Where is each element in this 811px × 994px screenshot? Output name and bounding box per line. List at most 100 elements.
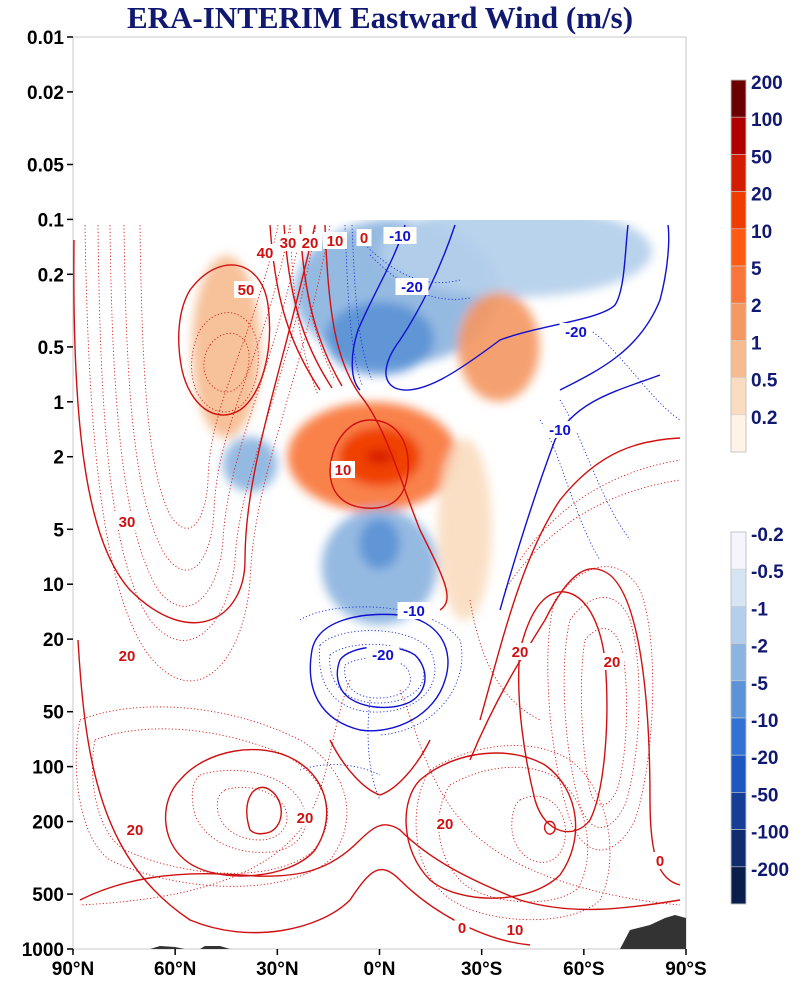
red-contour-label-text: 10	[507, 922, 524, 939]
red-dotted-contour	[216, 786, 288, 841]
x-tick-label: 0°N	[364, 959, 396, 980]
contour-label-bg	[323, 232, 347, 249]
red-contour-line	[405, 752, 577, 899]
colorbar-swatch	[730, 792, 747, 830]
y-tick-label: 0.01	[27, 28, 64, 49]
colorbar-swatch	[730, 754, 747, 793]
y-tick-label: 5	[53, 520, 64, 541]
red-contour-label: 0	[356, 229, 372, 247]
contour-label-bg	[454, 919, 470, 936]
colorbar-label: -5	[751, 674, 768, 695]
anomaly-patch	[379, 220, 652, 298]
contour-label-bg	[331, 461, 355, 478]
y-axis: 0.01 0.02 0.05 0.1 0.2 0.5 1 2 5 10 20 50 100 200 500 1…	[22, 28, 73, 961]
y-tick-label: 10	[43, 575, 64, 596]
red-contour-label-text: 0	[656, 853, 664, 870]
red-dotted-contour	[109, 224, 303, 607]
red-contour-label: 40	[253, 244, 277, 262]
contour-label-bg	[123, 821, 147, 838]
red-dotted-contour	[399, 689, 681, 906]
terrain-shape	[150, 946, 185, 949]
red-contour-label-text: 40	[257, 245, 274, 262]
colorbar-label: 5	[751, 259, 762, 280]
blue-contour-label: -10	[543, 421, 577, 439]
colorbar-label: 20	[751, 185, 772, 206]
colorbar-swatch	[730, 302, 747, 341]
colorbar-label: -0.5	[751, 562, 784, 583]
red-contour-label: 50	[234, 281, 258, 299]
red-contour-label-text: 30	[280, 235, 297, 252]
red-contour-line	[246, 786, 282, 835]
y-tick-label: 20	[43, 630, 64, 651]
colorbar-swatch	[730, 606, 747, 644]
red-contour-label: 20	[115, 647, 139, 665]
blue-contour-label-text: -20	[401, 279, 423, 296]
y-tick-label: 0.5	[38, 338, 65, 359]
red-contour-label: 0	[454, 919, 470, 937]
x-tick-label: 90°S	[665, 959, 706, 980]
red-contour-line	[518, 591, 608, 833]
blue-contour-label: -20	[395, 278, 429, 296]
blue-contour-label: -20	[366, 646, 400, 664]
blue-contour-label-text: -20	[565, 324, 587, 341]
contour-label-bg	[276, 234, 300, 251]
contour-label-bg	[652, 852, 668, 869]
terrain-shape	[200, 946, 230, 949]
contour-label-bg	[559, 323, 593, 340]
contour-label-bg	[543, 421, 577, 438]
colorbar-frame	[730, 79, 747, 453]
y-tick-label: 1	[53, 393, 64, 414]
red-dotted-contour	[203, 332, 250, 393]
blue-contour-label-text: -10	[403, 603, 425, 620]
contour-label-bg	[600, 653, 624, 670]
red-contour-line	[329, 419, 409, 509]
blue-dotted-contour	[299, 606, 463, 736]
contour-label-bg	[395, 278, 429, 295]
y-tick-label: 500	[32, 885, 64, 906]
contour-label-bg	[433, 815, 457, 832]
y-tick-label: 0.2	[38, 265, 64, 286]
contour-label-bg	[366, 646, 400, 663]
blue-contour-label-text: -20	[372, 647, 394, 664]
contour-label-bg	[253, 244, 277, 261]
anomaly-patch	[365, 449, 394, 465]
colorbar-swatch	[730, 866, 747, 905]
anomaly-patch	[457, 292, 540, 402]
red-dotted-contour	[97, 224, 317, 641]
red-dotted-contour	[191, 312, 259, 413]
colorbar-label: 2	[751, 296, 762, 317]
colorbar-label: 50	[751, 147, 772, 168]
colorbar-swatch	[730, 531, 747, 570]
contour-label-bg	[508, 643, 532, 660]
red-dotted-contour	[504, 479, 681, 591]
red-dotted-contour	[563, 597, 640, 828]
colorbar-swatch	[730, 154, 747, 192]
colorbar-label: 0.2	[751, 408, 777, 429]
y-tick-label: 50	[43, 703, 64, 724]
colorbar-label: -0.2	[751, 525, 784, 546]
colorbar-label: 1	[751, 333, 762, 354]
x-tick-label: 60°S	[563, 959, 604, 980]
red-contour-line	[329, 739, 431, 796]
terrain-shape	[620, 915, 686, 949]
red-contour-line	[73, 224, 316, 624]
red-contour-label-text: 20	[302, 235, 319, 252]
red-dotted-contour	[191, 769, 307, 853]
chart-title: ERA-INTERIM Eastward Wind (m/s)	[126, 0, 634, 35]
red-contour-label-text: 10	[335, 462, 352, 479]
red-dotted-contour	[139, 224, 279, 529]
colorbar-label: -20	[751, 748, 778, 769]
contour-label-bg	[234, 281, 258, 298]
contour-label-bg	[397, 602, 431, 619]
terrain-shading	[150, 915, 686, 949]
red-contour-label-text: 0	[458, 920, 466, 937]
red-contour-label: 30	[276, 234, 300, 252]
colorbar-label: 200	[751, 73, 783, 94]
colorbar-swatch	[730, 116, 747, 155]
red-contour-label: 20	[433, 815, 457, 833]
colorbar-swatch	[730, 717, 747, 756]
red-contour-label: 30	[115, 513, 139, 531]
x-axis: 90°N 60°N 30°N 0°N 30°S 60°S 90°S	[52, 949, 707, 980]
contour-labels-layer: 40302010050302020102020020200100-10-20-2…	[115, 227, 668, 939]
contour-label-bg	[298, 234, 322, 251]
